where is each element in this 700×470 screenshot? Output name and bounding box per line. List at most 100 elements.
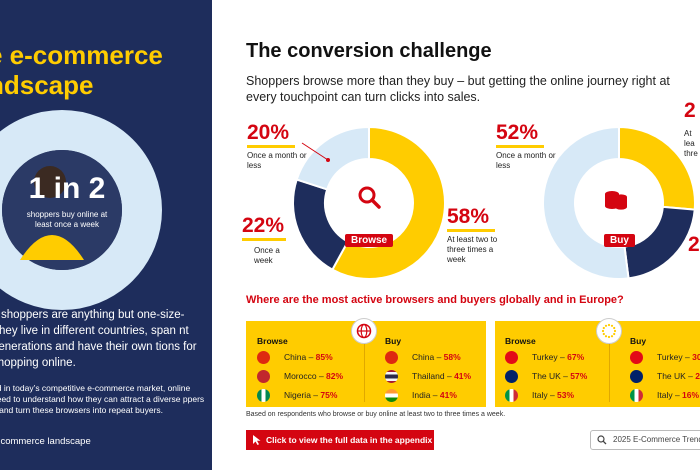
browse-right-label: At least two to three times a week — [447, 235, 498, 264]
left-paragraph-2: ed in today’s competitive e-commerce mar… — [0, 383, 205, 415]
buy-center-label: Buy — [604, 234, 635, 247]
nigeria-flag-icon — [257, 389, 270, 403]
country-name: The UK – — [532, 371, 571, 381]
page-subtitle: Shoppers browse more than they buy – but… — [246, 74, 670, 104]
buy-right-bottom-value: 2 — [688, 233, 700, 256]
global-divider — [364, 332, 365, 402]
country-percent: 41% — [454, 371, 472, 381]
italy-flag-icon — [630, 389, 643, 403]
question-heading: Where are the most active browsers and b… — [246, 294, 624, 306]
footnote: Based on respondents who browse or buy o… — [246, 411, 506, 418]
search-icon — [597, 435, 607, 445]
country-row: The UK – 2 — [630, 369, 700, 384]
country-row: China – 58% — [385, 350, 461, 365]
country-row: Turkey – 30 — [630, 350, 700, 365]
stat-big: 1 in 2 — [28, 172, 106, 205]
country-percent: 85% — [315, 352, 333, 362]
country-percent: 41% — [439, 390, 457, 400]
appendix-button[interactable]: Click to view the full data in the appen… — [246, 430, 434, 450]
country-row: India – 41% — [385, 388, 457, 403]
buy-right-top-value: 2 — [684, 99, 696, 122]
turkey-flag-icon — [630, 351, 643, 365]
country-name: Morocco – — [284, 371, 327, 381]
country-percent: 2 — [695, 371, 700, 381]
uk-flag-icon — [630, 370, 643, 384]
buy-donut — [542, 125, 696, 280]
country-name: Italy – — [532, 390, 558, 400]
global-browse-head: Browse — [257, 336, 288, 346]
browse-left-value: 22% — [242, 214, 285, 237]
browse-left-bar — [242, 238, 286, 241]
morocco-flag-icon — [257, 370, 270, 384]
country-percent: 30 — [692, 352, 700, 362]
cursor-icon — [253, 435, 261, 445]
country-row: The UK – 57% — [505, 369, 588, 384]
country-row: Morocco – 82% — [257, 369, 344, 384]
browse-right-value: 58% — [447, 205, 490, 228]
buy-top-bar — [496, 145, 544, 148]
browse-donut — [292, 125, 446, 280]
buy-top-label: Once a month or less — [496, 151, 556, 170]
country-row: China – 85% — [257, 350, 333, 365]
stat-small: shoppers buy online at least once a week — [26, 210, 108, 229]
country-percent: 53% — [557, 390, 575, 400]
stat-box: 1 in 2 shoppers buy online at least once… — [26, 172, 108, 230]
country-percent: 58% — [443, 352, 461, 362]
country-name: China – — [284, 352, 316, 362]
country-row: Nigeria – 75% — [257, 388, 338, 403]
left-footer: e-commerce landscape — [0, 436, 91, 447]
search-box[interactable]: 2025 E-Commerce Trends — [590, 430, 700, 450]
browse-left-label: Once a week — [254, 246, 280, 265]
thailand-flag-icon — [385, 370, 398, 384]
buy-right-top-label: At lea thre — [684, 129, 698, 158]
turkey-flag-icon — [505, 351, 518, 365]
europe-divider — [609, 332, 610, 402]
browse-slice-monthly — [295, 125, 370, 191]
country-row: Thailand – 41% — [385, 369, 472, 384]
china-flag-icon — [385, 351, 398, 365]
country-percent: 16% — [682, 390, 700, 400]
country-name: India – — [412, 390, 440, 400]
italy-flag-icon — [505, 389, 518, 403]
country-name: Italy – — [657, 390, 683, 400]
country-percent: 82% — [326, 371, 344, 381]
country-row: Italy – 16% — [630, 388, 700, 403]
browse-slice-frequent — [331, 125, 446, 280]
buy-top-value: 52% — [496, 121, 539, 144]
europe-browse-head: Browse — [505, 336, 536, 346]
buy-slice-monthly — [542, 125, 630, 280]
browse-top-leader — [301, 142, 330, 162]
europe-buy-head: Buy — [630, 336, 647, 346]
coins-icon — [605, 191, 627, 210]
country-name: Turkey – — [532, 352, 568, 362]
browse-right-bar — [447, 229, 495, 232]
page-title: The conversion challenge — [246, 40, 492, 62]
magnifier-icon — [358, 186, 381, 209]
country-percent: 67% — [567, 352, 585, 362]
left-donut — [0, 110, 162, 310]
country-percent: 75% — [320, 390, 338, 400]
country-percent: 57% — [570, 371, 588, 381]
country-name: Turkey – — [657, 352, 693, 362]
browse-top-bar — [247, 145, 295, 148]
country-row: Turkey – 67% — [505, 350, 585, 365]
left-paragraph: s shoppers are anything but one-size- Th… — [0, 309, 197, 369]
left-panel: e e-commerce ndscape 1 in 2 shoppers buy… — [0, 0, 212, 470]
country-row: Italy – 53% — [505, 388, 575, 403]
china-flag-icon — [257, 351, 270, 365]
globe-icon — [356, 323, 372, 339]
eu-badge — [596, 318, 622, 344]
eu-stars-icon — [601, 323, 617, 339]
search-text: 2025 E-Commerce Trends — [613, 435, 700, 444]
india-flag-icon — [385, 389, 398, 403]
browse-top-label: Once a month or less — [247, 151, 307, 170]
country-name: The UK – — [657, 371, 696, 381]
country-name: Nigeria – — [284, 390, 321, 400]
browse-center-label: Browse — [345, 234, 394, 247]
uk-flag-icon — [505, 370, 518, 384]
browse-top-value: 20% — [247, 121, 290, 144]
country-name: China – — [412, 352, 444, 362]
appendix-button-label: Click to view the full data in the appen… — [266, 435, 433, 445]
left-title: e e-commerce ndscape — [0, 40, 163, 100]
global-buy-head: Buy — [385, 336, 402, 346]
